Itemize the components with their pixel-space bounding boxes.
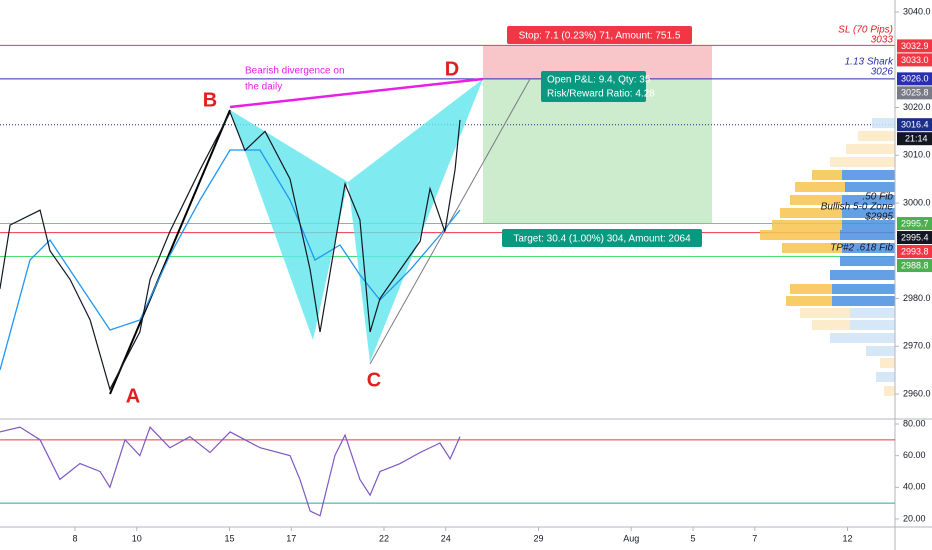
price-tag-label: 2993.8	[901, 246, 929, 256]
background-layer	[0, 44, 895, 257]
price-tick-label: 2980.0	[903, 293, 931, 303]
price-tick-label: 3010.0	[903, 150, 931, 160]
time-tick-label: 8	[72, 533, 77, 543]
annotation: 3033	[871, 35, 894, 46]
price-tag-label: 2988.8	[901, 260, 929, 270]
countdown: 21:14	[905, 134, 928, 144]
price-tick-label: 3040.0	[903, 6, 931, 16]
annotation: 3026	[871, 67, 894, 78]
time-tick-label: 17	[286, 533, 296, 543]
time-tick-label: 7	[752, 533, 757, 543]
annotation: 1.13 Shark	[845, 57, 894, 68]
time-tick-label: 24	[441, 533, 451, 543]
annotation: TP#2 .618 Fib	[830, 243, 893, 254]
time-tick-label: 22	[379, 533, 389, 543]
annotation: .50 Fib	[862, 192, 893, 203]
pattern-xab	[230, 110, 348, 340]
rsi-line	[0, 426, 461, 517]
target-zone	[483, 78, 712, 224]
time-tick-label: 5	[690, 533, 695, 543]
annotation: the daily	[245, 82, 282, 93]
rr-label: Risk/Reward Ratio: 4.28	[547, 89, 655, 100]
divergence-line	[229, 77, 484, 109]
price-tag-label: 3033.0	[901, 55, 929, 65]
price-tag-label: 3025.8	[901, 88, 929, 98]
price-tag	[897, 245, 932, 259]
price-tag-label: 2995.7	[901, 218, 929, 228]
price-tag-label: 2995.4	[901, 232, 929, 242]
time-tick-label: Aug	[623, 533, 639, 543]
rsi-tick-label: 60.00	[903, 450, 926, 460]
price-tag-label: 3032.9	[901, 41, 929, 51]
price-tick-label: 3020.0	[903, 102, 931, 112]
price-tag	[897, 231, 932, 245]
annotation: Bullish 5-0 Zone	[821, 202, 894, 213]
price-line	[0, 110, 461, 391]
leg-ab	[109, 109, 231, 395]
countdown-bg	[897, 132, 932, 146]
target-label: Target: 30.4 (1.00%) 304, Amount: 2064	[513, 234, 691, 245]
price-tag	[897, 72, 932, 86]
volume-profile	[760, 118, 895, 396]
rsi-tick-label: 80.00	[903, 418, 926, 428]
price-tag	[897, 217, 932, 231]
price-tag	[897, 53, 932, 67]
time-tick-label: 12	[842, 533, 852, 543]
pnl-label-bg	[541, 71, 646, 102]
point-label: D	[445, 58, 459, 80]
point-label: B	[203, 89, 217, 111]
time-tick-label: 29	[533, 533, 543, 543]
time-tick-label: 15	[224, 533, 234, 543]
target-label-bg	[502, 229, 702, 247]
price-tag-label: 3026.0	[901, 74, 929, 84]
foreground-layer	[0, 110, 461, 391]
rsi-tick-label: 40.00	[903, 482, 926, 492]
stop-label-bg	[507, 26, 692, 44]
stop-label: Stop: 7.1 (0.23%) 71, Amount: 751.5	[519, 31, 681, 42]
price-tag	[897, 259, 932, 273]
pnl-label: Open P&L: 9.4, Qty: 35	[547, 75, 651, 86]
price-tick-label: 2970.0	[903, 341, 931, 351]
price-tag	[897, 39, 932, 53]
time-tick-label: 10	[132, 533, 142, 543]
annotation: Bearish divergence on	[245, 66, 345, 77]
annotation: SL (70 Pips)	[838, 25, 893, 36]
annotation: $2995	[864, 212, 893, 223]
point-label: C	[367, 369, 381, 391]
price-tick-label: 3000.0	[903, 197, 931, 207]
rsi-tick-label: 20.00	[903, 513, 926, 523]
point-label: A	[126, 385, 140, 407]
pattern-bcd	[348, 79, 483, 362]
price-tag	[897, 118, 932, 132]
price-tag	[897, 86, 932, 100]
price-tag-label: 3016.4	[901, 120, 929, 130]
price-tick-label: 2960.0	[903, 388, 931, 398]
